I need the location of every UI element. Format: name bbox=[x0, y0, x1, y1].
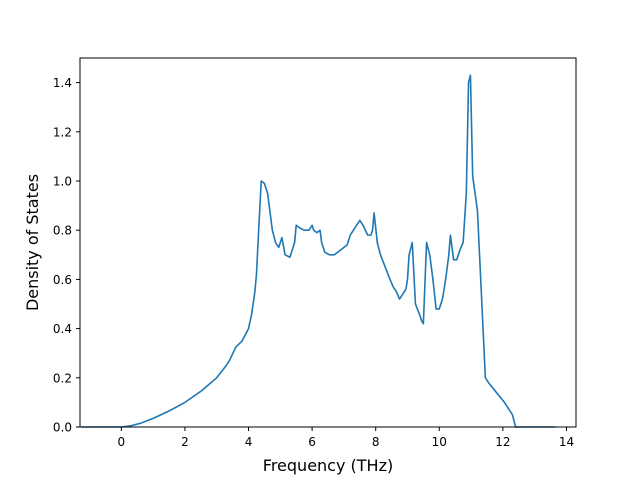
y-tick-label: 0.8 bbox=[53, 224, 72, 238]
y-tick-label: 1.4 bbox=[53, 76, 72, 90]
y-tick-label: 1.2 bbox=[53, 125, 72, 139]
y-tick-label: 0.6 bbox=[53, 273, 72, 287]
x-tick-label: 12 bbox=[495, 435, 510, 449]
x-axis-label: Frequency (THz) bbox=[263, 456, 393, 475]
x-tick-label: 8 bbox=[372, 435, 380, 449]
x-axis: 0 2 4 6 8 10 12 14 bbox=[118, 427, 574, 449]
x-tick-label: 4 bbox=[245, 435, 253, 449]
dos-series-line bbox=[81, 74, 556, 428]
x-tick-label: 6 bbox=[308, 435, 316, 449]
y-tick-label: 1.0 bbox=[53, 175, 72, 189]
y-tick-label: 0.2 bbox=[53, 371, 72, 385]
x-tick-label: 2 bbox=[181, 435, 189, 449]
plot-frame bbox=[79, 57, 577, 428]
x-tick-label: 0 bbox=[118, 435, 126, 449]
y-tick-label: 0.0 bbox=[53, 421, 72, 435]
x-tick-label: 14 bbox=[559, 435, 574, 449]
y-tick-label: 0.4 bbox=[53, 322, 72, 336]
y-axis: 0.0 0.2 0.4 0.6 0.8 1.0 1.2 1.4 bbox=[53, 76, 80, 435]
plot-area bbox=[79, 57, 577, 428]
x-tick-label: 10 bbox=[432, 435, 447, 449]
y-axis-label: Density of States bbox=[23, 174, 42, 311]
